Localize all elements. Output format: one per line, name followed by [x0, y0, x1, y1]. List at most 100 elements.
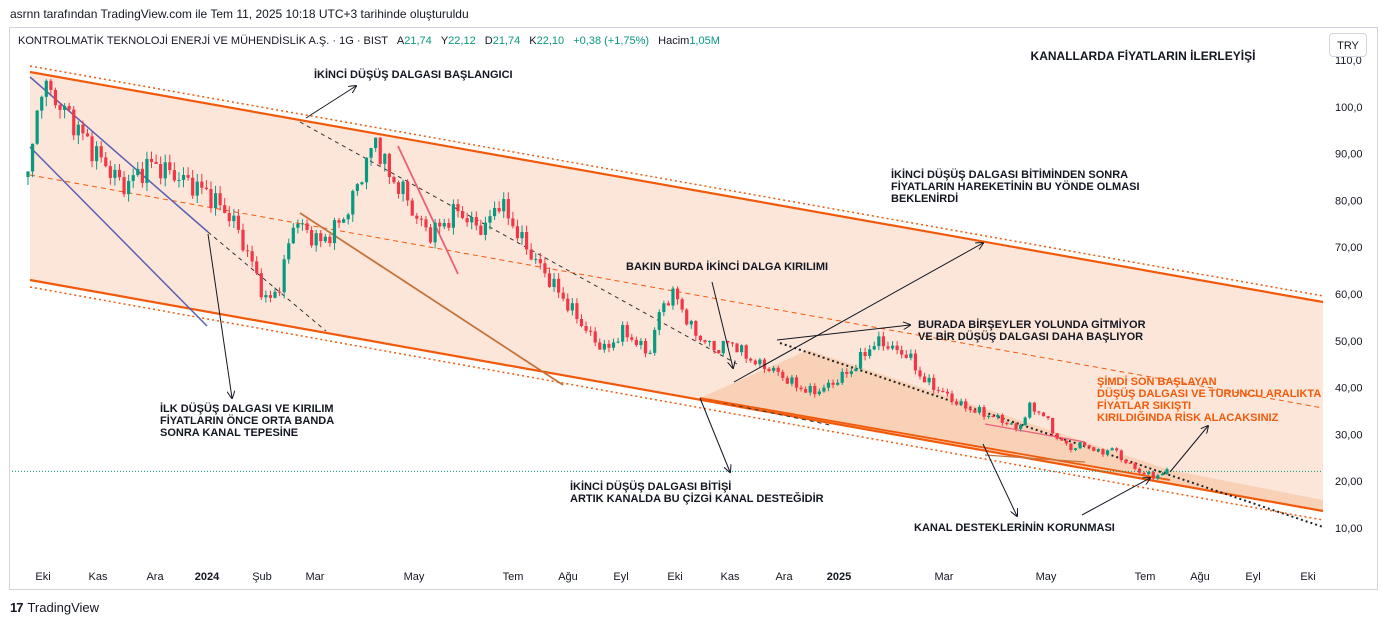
candle-body [223, 205, 227, 213]
candle [424, 216, 428, 232]
candle-body [648, 352, 652, 354]
squeeze-lower [984, 454, 1086, 463]
x-axis-tick: Eki [35, 571, 50, 583]
candle [968, 406, 972, 413]
candle [1115, 447, 1119, 453]
symbol-legend[interactable]: KONTROLMATİK TEKNOLOJİ ENERJİ VE MÜHENDİ… [18, 35, 720, 47]
candle-body [772, 367, 776, 371]
candle [872, 341, 876, 351]
candle-body [245, 250, 250, 252]
tradingview-footer[interactable]: 17 TradingView [10, 600, 99, 615]
candle [1110, 447, 1114, 451]
candle-body [168, 162, 172, 171]
candle-body [470, 216, 474, 223]
candle [954, 398, 959, 406]
candle-body [497, 207, 501, 212]
candle-body [726, 341, 730, 343]
candle-body [209, 188, 213, 209]
candle [845, 368, 849, 378]
candle-body [259, 273, 263, 298]
candle [730, 341, 735, 347]
candle [209, 181, 213, 213]
currency-button[interactable]: TRY [1329, 33, 1367, 57]
candle [959, 398, 963, 407]
candle [557, 273, 561, 299]
legend-symbol[interactable]: KONTROLMATİK TEKNOLOJİ ENERJİ VE MÜHENDİ… [18, 35, 388, 47]
candle [332, 217, 337, 250]
support-dashed [699, 397, 831, 426]
candle [904, 350, 908, 359]
candle-body [538, 259, 542, 264]
second-wave-dashed [299, 121, 738, 365]
candle-body [364, 157, 369, 183]
candle [99, 141, 103, 163]
candle-body [136, 168, 140, 176]
candle [1133, 462, 1137, 471]
candle-body [767, 368, 771, 371]
candle [401, 179, 405, 202]
candle [877, 331, 881, 351]
candle [534, 252, 538, 264]
candle-body [1078, 442, 1082, 449]
candle [538, 252, 542, 270]
candle-body [973, 409, 977, 413]
annotation-text: İLK DÜŞÜŞ DALGASI VE KIRILIM [160, 402, 334, 415]
candle-body [543, 263, 547, 274]
candle [502, 192, 506, 218]
candle-body [456, 204, 460, 212]
candle [360, 181, 364, 186]
candle-body [900, 350, 904, 355]
candle-body [35, 110, 39, 144]
candle-body [241, 229, 245, 251]
candle [378, 137, 382, 168]
annotation-text: BAKIN BURDA İKİNCİ DALGA KIRILIMI [626, 260, 828, 273]
candle [863, 347, 867, 361]
candle [881, 331, 885, 351]
candle-body [342, 219, 346, 223]
candle [758, 358, 762, 369]
candle-body [195, 181, 199, 196]
candle [1037, 410, 1041, 416]
candle [127, 174, 131, 202]
candle-body [131, 175, 135, 181]
candle [698, 335, 703, 342]
candle [767, 367, 771, 373]
candle-body [575, 303, 579, 320]
candle-body [694, 321, 698, 336]
candle [735, 342, 739, 353]
x-axis-tick: Kas [721, 571, 740, 583]
candle [799, 385, 803, 392]
y-axis-tick: 30,00 [1335, 429, 1363, 441]
candle-body [305, 223, 309, 231]
y-axis-tick: 70,00 [1335, 242, 1363, 254]
candle [1019, 423, 1023, 432]
legend-volume-label: Hacim [658, 35, 690, 47]
candle-body [1051, 417, 1055, 434]
candle [1073, 448, 1078, 452]
candle-body [49, 80, 53, 90]
candle [351, 189, 355, 223]
candle-body [707, 340, 712, 343]
candle-body [799, 387, 803, 390]
candle [927, 374, 931, 386]
candle-series [26, 78, 1169, 481]
inner-support [699, 397, 1171, 481]
candle [630, 333, 634, 342]
x-axis-tick: Mar [935, 571, 954, 583]
candle-body [1064, 440, 1068, 444]
annotation-text: FİYATLAR SIKIŞTI [1097, 399, 1191, 412]
candle-body [602, 343, 606, 350]
candle-body [90, 136, 94, 162]
candle [543, 257, 547, 278]
candle [611, 338, 616, 351]
candle-body [479, 225, 483, 235]
candle-body [419, 218, 423, 220]
candle-body [776, 367, 780, 372]
candle-body [987, 415, 991, 417]
candle-body [739, 345, 744, 353]
candle [849, 367, 853, 378]
candle [721, 340, 725, 357]
candle-body [62, 106, 67, 110]
candle-body [785, 377, 789, 384]
